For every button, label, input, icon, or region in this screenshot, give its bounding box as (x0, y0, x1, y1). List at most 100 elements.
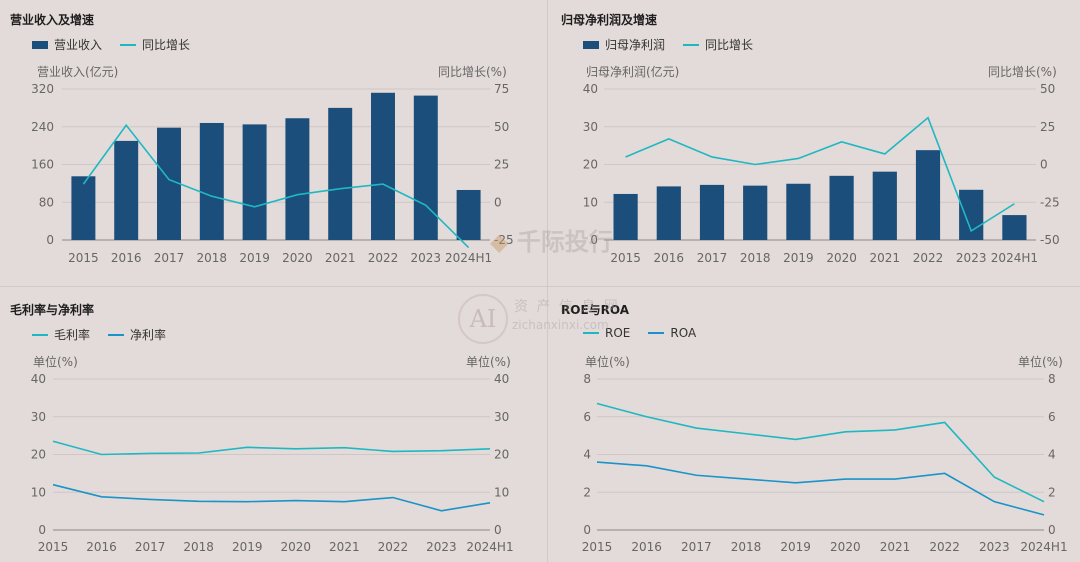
x-tick-label: 2020 (281, 540, 312, 554)
revenue-left-axis-label: 营业收入(亿元) (37, 65, 119, 79)
watermark-logo: AI (458, 294, 508, 344)
horizontal-divider (0, 286, 1080, 287)
y-tick-label-right: 50 (494, 120, 509, 134)
growth-line (82, 123, 470, 249)
x-tick-label: 2022 (368, 251, 399, 265)
legend-item-net-margin: 净利率 (108, 326, 166, 343)
x-tick-label: 2019 (239, 251, 270, 265)
x-tick-label: 2018 (197, 251, 228, 265)
x-tick-label: 2016 (631, 540, 662, 554)
y-tick-label-right: -25 (1040, 195, 1060, 209)
y-tick-label-right: 2 (1048, 485, 1056, 499)
y-tick-label-right: 4 (1048, 448, 1056, 462)
roe-roa-right-axis-label: 单位(%) (1018, 355, 1063, 369)
x-tick-label: 2022 (913, 251, 944, 265)
x-tick-label: 2023 (426, 540, 457, 554)
revenue-right-axis-label: 同比增长(%) (438, 65, 507, 79)
margins-left-axis-label: 单位(%) (33, 355, 78, 369)
x-tick-label: 2020 (282, 251, 313, 265)
y-tick-label-right: 0 (494, 195, 502, 209)
x-tick-label: 2016 (111, 251, 142, 265)
x-tick-label: 2015 (68, 251, 99, 265)
bar (613, 193, 638, 240)
bar (829, 175, 854, 240)
x-tick-label: 2024H1 (445, 251, 492, 265)
margins-right-axis-label: 单位(%) (466, 355, 511, 369)
x-tick-label: 2017 (154, 251, 185, 265)
x-tick-label: 2020 (830, 540, 861, 554)
margins-chart-panel: 毛利率与净利率 毛利率 净利率 单位(%) 单位(%) 0 10 20 30 40 0 10… (0, 287, 547, 562)
y-tick-label-right: 50 (1040, 82, 1055, 96)
x-tick-label: 2019 (780, 540, 811, 554)
bar (328, 107, 353, 240)
y-tick-label-right: 6 (1048, 410, 1056, 424)
revenue-chart-plot: 0 80 160 240 320 -25 0 25 50 75 2015 2016 2017 2018 20… (31, 82, 514, 265)
legend-item-net-profit-growth: 同比增长 (683, 36, 753, 53)
y-tick-label-right: 8 (1048, 372, 1056, 386)
x-tick-label: 2019 (783, 251, 814, 265)
vertical-divider (547, 0, 548, 562)
growth-line (625, 116, 1015, 233)
roe-roa-legend: ROE ROA (583, 326, 714, 340)
watermark-assets-text: 资 产 信 息 网 (514, 299, 620, 315)
x-tick-label: 2017 (681, 540, 712, 554)
y-tick-label-right: 0 (1048, 523, 1056, 537)
x-tick-label: 2024H1 (991, 251, 1038, 265)
series-line-2 (596, 461, 1045, 516)
x-tick-label: 2021 (325, 251, 356, 265)
series-line-1 (596, 402, 1045, 503)
bar (915, 150, 941, 240)
x-tick-label: 2022 (929, 540, 960, 554)
bar (1002, 215, 1027, 240)
x-tick-label: 2022 (378, 540, 409, 554)
y-tick-label-right: -50 (1040, 233, 1060, 247)
x-tick-label: 2023 (411, 251, 442, 265)
y-tick-label-left: 0 (583, 523, 591, 537)
legend-item-roe: ROE (583, 326, 630, 340)
bar (413, 95, 438, 240)
series-line-1 (52, 440, 491, 456)
legend-item-revenue: 营业收入 (32, 36, 102, 53)
bar (456, 189, 481, 240)
x-tick-label: 2016 (654, 251, 685, 265)
y-tick-label-left: 0 (38, 523, 46, 537)
watermark-brand: ◆ 千际投行 (490, 228, 613, 256)
x-tick-label: 2018 (731, 540, 762, 554)
net-profit-right-axis-label: 同比增长(%) (988, 65, 1057, 79)
x-tick-label: 2015 (582, 540, 613, 554)
y-tick-label-left: 10 (31, 485, 46, 499)
x-tick-label: 2021 (870, 251, 901, 265)
roe-roa-chart-title: ROE与ROA (561, 303, 630, 317)
roe-roa-left-axis-label: 单位(%) (585, 355, 630, 369)
margins-chart-plot: 0 10 20 30 40 0 10 20 30 40 2015 2016 2017 2018 2019 20… (31, 372, 514, 554)
y-tick-label-right: 75 (494, 82, 509, 96)
bar (743, 185, 768, 240)
bar (371, 92, 395, 241)
y-tick-label-right: 25 (494, 158, 509, 172)
bar (157, 127, 181, 240)
x-tick-label: 2017 (697, 251, 728, 265)
y-tick-label-right: 10 (494, 485, 509, 499)
revenue-chart-panel: 营业收入及增速 营业收入 同比增长 营业收入(亿元) 同比增长(%) 0 80 16… (0, 0, 547, 286)
y-tick-label-left: 40 (31, 372, 46, 386)
x-tick-label: 2020 (826, 251, 857, 265)
x-tick-label: 2017 (135, 540, 166, 554)
y-tick-label-left: 6 (583, 410, 591, 424)
net-profit-chart-title: 归母净利润及增速 (561, 13, 658, 27)
series-line-2 (52, 483, 491, 512)
y-tick-label-left: 4 (583, 448, 591, 462)
x-tick-label: 2019 (232, 540, 263, 554)
x-tick-label: 2015 (610, 251, 641, 265)
y-tick-label-left: 320 (31, 82, 54, 96)
x-tick-label: 2021 (329, 540, 360, 554)
net-profit-chart-plot: 0 10 20 30 40 -50 -25 0 25 50 2015 2016 2017 2018 2019… (583, 82, 1060, 265)
bar (656, 186, 681, 240)
legend-item-revenue-growth: 同比增长 (120, 36, 190, 53)
net-profit-legend: 归母净利润 同比增长 (583, 36, 771, 53)
watermark-site: zichanxinxi.com (512, 318, 609, 332)
roe-roa-chart-plot: 0 2 4 6 8 0 2 4 6 8 2015 2016 2017 2018 2019 2020 2021 20… (582, 372, 1068, 554)
bar (285, 118, 310, 240)
y-tick-label-left: 10 (583, 195, 598, 209)
y-tick-label-left: 2 (583, 485, 591, 499)
bar (199, 122, 224, 240)
